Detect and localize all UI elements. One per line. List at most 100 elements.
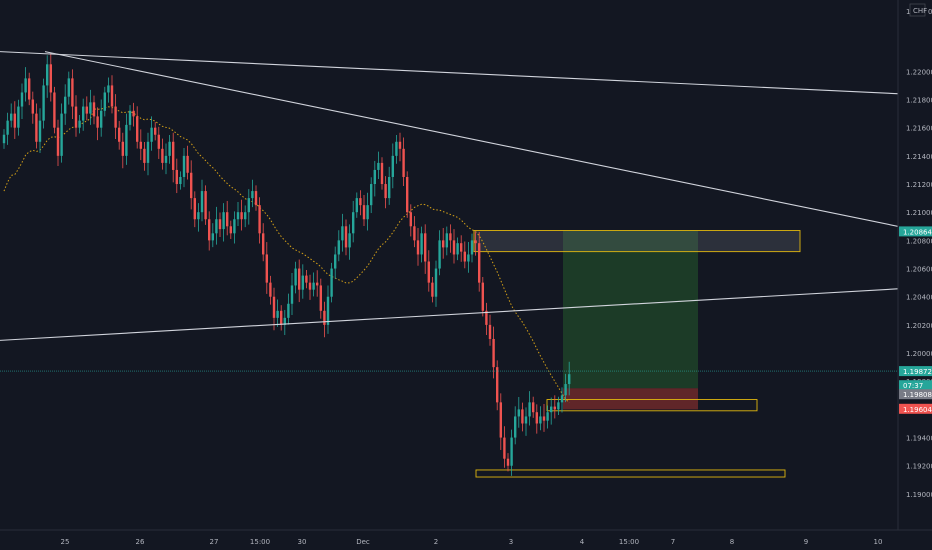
candle-body	[305, 275, 308, 283]
candle	[146, 132, 150, 176]
currency-label-box[interactable]	[909, 3, 926, 17]
candle	[114, 94, 117, 139]
candle-body	[71, 78, 74, 107]
candle-body	[348, 233, 351, 248]
candle	[326, 285, 330, 334]
candle-body	[568, 374, 571, 385]
candle-body	[74, 106, 78, 128]
y-tick-label: 1.21200	[906, 181, 932, 189]
candle	[398, 132, 402, 162]
candle	[215, 206, 218, 245]
candle	[370, 177, 373, 214]
candle-body	[337, 240, 340, 255]
candle-body	[193, 198, 196, 220]
candle-body	[78, 120, 81, 128]
candle-body	[107, 85, 110, 93]
upper-resistance-zone[interactable]	[473, 230, 801, 253]
candle	[6, 112, 9, 145]
candle-body	[546, 412, 549, 421]
top-resistance-trendline[interactable]	[0, 51, 932, 96]
candle-body	[319, 285, 322, 311]
candle-body	[197, 212, 200, 220]
x-tick-label: 2	[434, 538, 438, 546]
price-axis[interactable]	[898, 0, 932, 530]
candle-body	[229, 226, 232, 234]
candle-body	[474, 240, 477, 244]
y-tick-label: 1.21000	[906, 209, 932, 217]
candle-body	[344, 226, 348, 248]
candle-body	[13, 113, 16, 128]
candle-body	[265, 254, 268, 283]
candle-body	[406, 176, 409, 213]
candle-body	[172, 141, 175, 170]
y-tick-label: 1.20000	[906, 350, 932, 358]
candle	[560, 387, 564, 413]
price-badge: 07:37	[899, 380, 932, 391]
candle	[312, 272, 315, 297]
candle-body	[503, 437, 506, 459]
candle	[409, 204, 412, 237]
candle-body	[35, 113, 38, 142]
candle-body	[449, 233, 452, 241]
candle-body	[103, 92, 106, 111]
candle-body	[186, 155, 189, 173]
price-badge: 1.19872	[899, 366, 932, 377]
candle	[546, 405, 549, 429]
candle	[420, 226, 423, 263]
x-tick-label: 15:00	[619, 538, 639, 546]
lower-support-zone[interactable]	[546, 399, 758, 412]
y-tick-label: 1.20400	[906, 294, 932, 302]
candle	[406, 171, 409, 218]
candle	[10, 103, 13, 128]
candle	[208, 211, 211, 251]
candle-body	[64, 96, 67, 114]
candle	[481, 276, 484, 317]
candle	[128, 105, 132, 131]
candle	[496, 360, 499, 411]
price-badge-label: 1.19872	[903, 368, 932, 376]
candle	[553, 395, 556, 419]
rising-trendline[interactable]	[0, 286, 932, 341]
candle	[456, 237, 459, 261]
candle	[218, 212, 222, 237]
candle-body	[542, 416, 546, 421]
candle	[24, 67, 27, 102]
candle	[118, 120, 121, 150]
candle	[380, 157, 384, 190]
falling-trendline[interactable]	[44, 51, 932, 234]
candle-body	[434, 268, 438, 297]
y-tick-label: 1.21800	[906, 97, 932, 105]
candle	[287, 293, 290, 325]
candle-body	[496, 367, 499, 403]
candle-body	[301, 275, 304, 290]
candle-body	[535, 412, 538, 424]
candle-body	[96, 116, 99, 128]
candle-body	[262, 233, 265, 255]
candle-body	[463, 251, 466, 262]
candle	[434, 260, 438, 307]
candle	[373, 160, 376, 197]
candle-body	[240, 212, 243, 220]
candle-body	[456, 243, 459, 255]
candle	[344, 219, 348, 256]
candle-body	[470, 240, 474, 255]
candle-body	[244, 212, 247, 220]
candle	[60, 103, 63, 163]
bottom-support-zone[interactable]	[475, 469, 786, 478]
candle-body	[92, 102, 96, 117]
candle-body	[157, 134, 160, 149]
candle-body	[215, 219, 218, 234]
candle	[251, 179, 254, 208]
candle	[107, 77, 110, 103]
candle	[362, 195, 366, 227]
candle	[521, 402, 524, 432]
candle	[157, 126, 160, 159]
candle-body	[420, 233, 423, 255]
candle	[384, 176, 387, 209]
candle-body	[514, 416, 517, 438]
candle	[431, 276, 434, 303]
candle	[514, 406, 517, 445]
candle	[154, 122, 157, 141]
